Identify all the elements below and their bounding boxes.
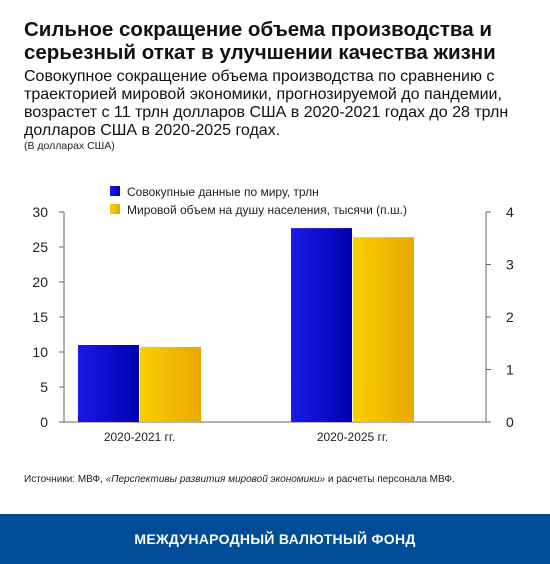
legend-label: Мировой объем на душу населения, тысячи …	[127, 203, 407, 217]
left-axis-tick-label: 10	[32, 344, 48, 360]
legend-label: Совокупные данные по миру, трлн	[127, 185, 319, 199]
bar-chart: 0 5 10 15 20 25 30 0 1 2 3 4 2020-2021 гг. 2020-2025 …	[32, 185, 514, 444]
right-axis-tick-label: 1	[506, 362, 514, 378]
right-axis-tick-label: 2	[506, 309, 514, 325]
left-axis-tick-label: 20	[32, 274, 48, 290]
right-axis-tick-label: 3	[506, 257, 514, 273]
source-note: Источники: МВФ, «Перспективы развития ми…	[24, 474, 534, 486]
unit-note: (В долларах США)	[24, 140, 115, 152]
left-axis-tick-label: 30	[32, 204, 48, 220]
source-prefix: Источники: МВФ,	[24, 474, 106, 485]
x-axis-category-label: 2020-2025 гг.	[317, 430, 388, 444]
bar	[291, 228, 352, 422]
chart-subtitle: Совокупное сокращение объема производств…	[24, 68, 509, 139]
chart-title: Сильное сокращение объема производства и…	[24, 18, 496, 64]
x-axis-category-label: 2020-2021 гг.	[104, 430, 175, 444]
left-axis-tick-label: 5	[40, 379, 48, 395]
left-axis-tick-label: 25	[32, 239, 48, 255]
left-axis-tick-label: 15	[32, 309, 48, 325]
bar	[353, 237, 414, 422]
source-publication: «Перспективы развития мировой экономики»	[105, 474, 326, 485]
right-axis-tick-label: 4	[506, 204, 514, 220]
right-axis-tick-label: 0	[506, 414, 514, 430]
footer-banner: МЕЖДУНАРОДНЫЙ ВАЛЮТНЫЙ ФОНД	[0, 514, 550, 564]
source-suffix: и расчеты персонала МВФ.	[325, 474, 455, 485]
bar	[140, 346, 201, 422]
legend-swatch	[110, 186, 120, 196]
legend-swatch	[110, 204, 120, 214]
footer-label: МЕЖДУНАРОДНЫЙ ВАЛЮТНЫЙ ФОНД	[134, 531, 416, 547]
bar	[78, 345, 139, 422]
left-axis-tick-label: 0	[40, 414, 48, 430]
